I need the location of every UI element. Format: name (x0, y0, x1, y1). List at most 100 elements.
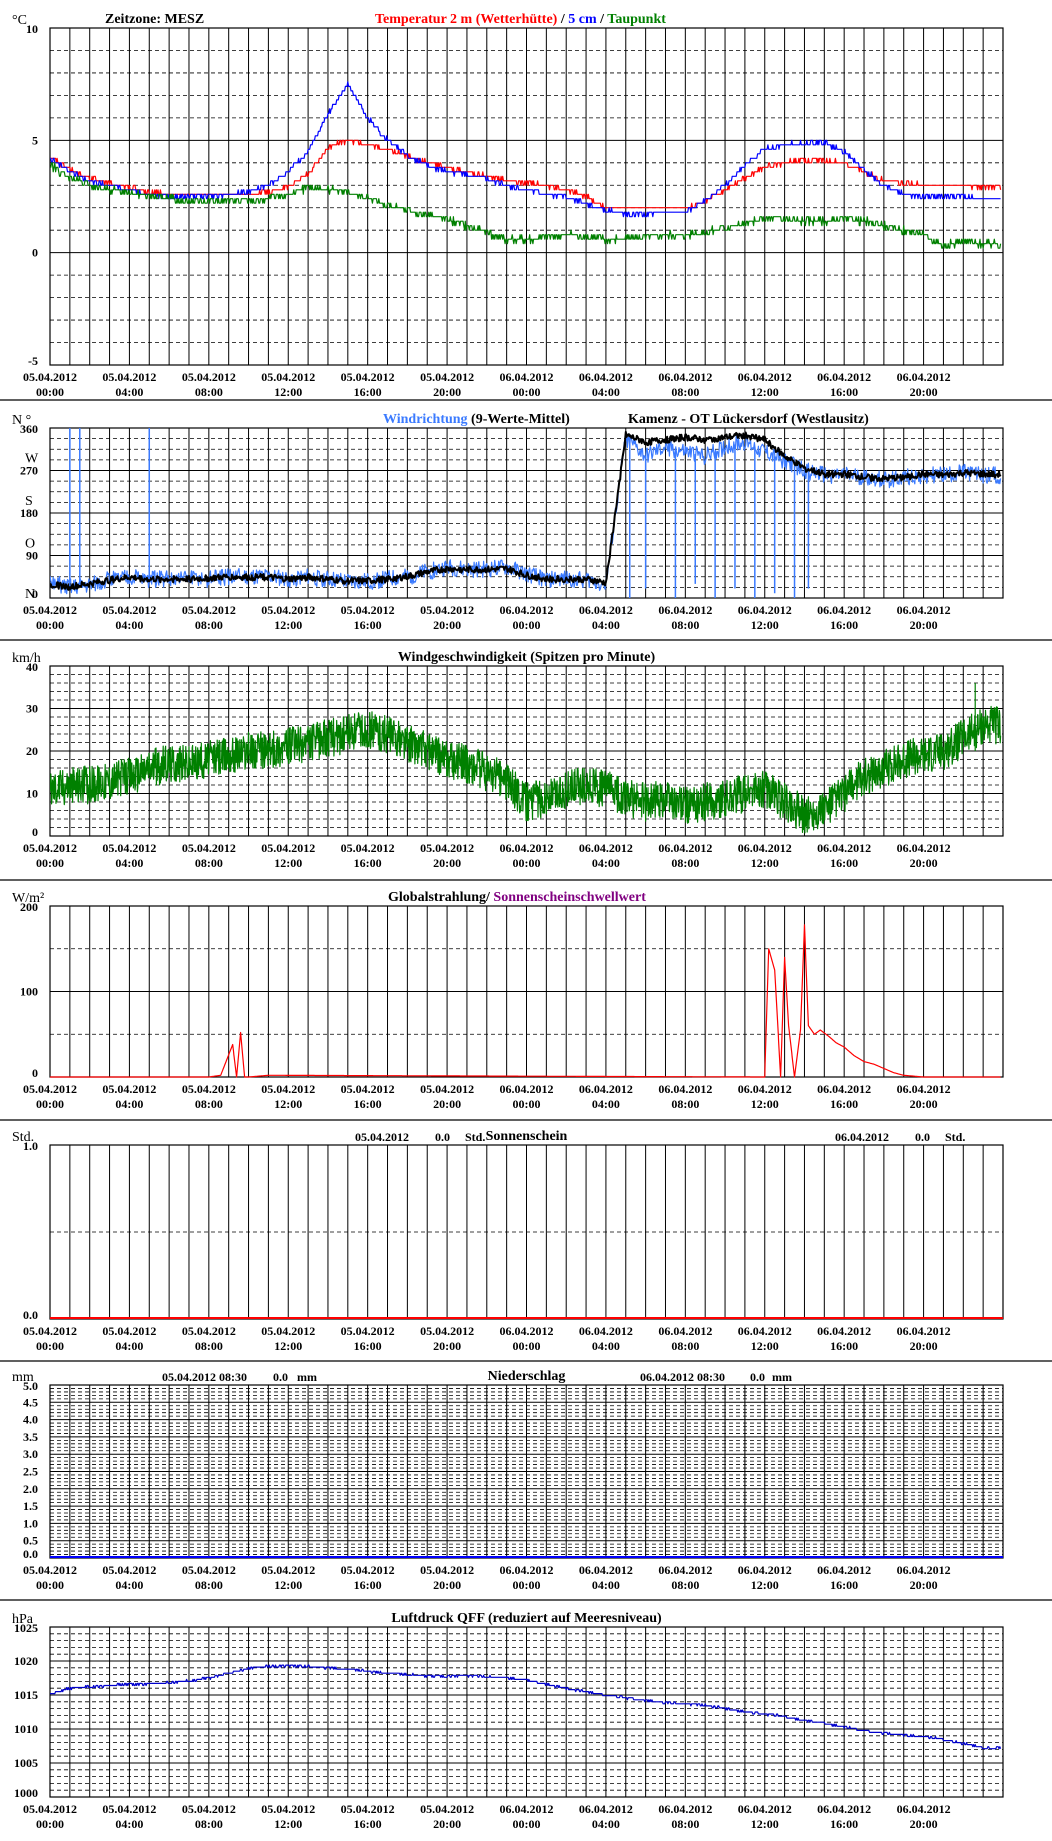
x-tick-time: 16:00 (354, 1339, 382, 1353)
x-tick-date: 05.04.2012 (261, 370, 315, 384)
y-tick-label: 4.0 (23, 1413, 38, 1427)
x-tick-date: 05.04.2012 (23, 1802, 77, 1816)
x-tick-time: 16:00 (354, 618, 382, 632)
x-tick-time: 12:00 (274, 856, 302, 870)
x-tick-time: 04:00 (592, 1817, 620, 1831)
y-tick-label: 0 (32, 246, 38, 260)
x-tick-time: 16:00 (830, 1339, 858, 1353)
y-tick-label: 5 (32, 133, 38, 147)
summary-value: 0.0 (435, 1130, 450, 1144)
x-tick-time: 08:00 (671, 1097, 699, 1111)
axis-unit-label: hPa (12, 1612, 34, 1627)
chart-title: Niederschlag (488, 1369, 566, 1384)
x-tick-date: 05.04.2012 (261, 1324, 315, 1338)
x-tick-time: 16:00 (830, 385, 858, 399)
x-tick-date: 06.04.2012 (738, 370, 792, 384)
x-tick-time: 00:00 (36, 618, 64, 632)
chart-title: Luftdruck QFF (reduziert auf Meeresnivea… (391, 1611, 662, 1626)
x-tick-time: 12:00 (751, 1817, 779, 1831)
y-tick-label: 100 (20, 985, 38, 999)
x-tick-date: 06.04.2012 (817, 370, 871, 384)
x-tick-date: 05.04.2012 (261, 1802, 315, 1816)
x-tick-time: 20:00 (433, 1817, 461, 1831)
series-line-0 (50, 1664, 1002, 1750)
x-tick-date: 06.04.2012 (738, 1802, 792, 1816)
x-tick-time: 12:00 (274, 618, 302, 632)
x-tick-time: 08:00 (671, 618, 699, 632)
x-tick-time: 00:00 (513, 856, 541, 870)
x-tick-date: 05.04.2012 (182, 1802, 236, 1816)
x-tick-date: 06.04.2012 (579, 1802, 633, 1816)
y-tick-label: -5 (28, 354, 38, 368)
axis-unit-label: mm (12, 1370, 34, 1385)
x-tick-time: 16:00 (830, 1817, 858, 1831)
x-tick-time: 20:00 (910, 1339, 938, 1353)
y-tick-label: 20 (26, 744, 38, 758)
y-tick-label: 1025 (14, 1621, 38, 1635)
x-tick-date: 05.04.2012 (341, 1563, 395, 1577)
chart-title: Globalstrahlung/ Sonnenscheinschwellwert (388, 890, 646, 905)
title-part: Windrichtung (383, 412, 468, 427)
x-tick-date: 05.04.2012 (182, 1082, 236, 1096)
summary-date: 05.04.2012 08:30 (162, 1370, 247, 1384)
x-tick-date: 05.04.2012 (23, 370, 77, 384)
x-tick-time: 04:00 (592, 1097, 620, 1111)
x-tick-date: 06.04.2012 (500, 1563, 554, 1577)
x-tick-time: 08:00 (671, 1578, 699, 1592)
series-group (50, 1664, 1002, 1750)
x-tick-time: 20:00 (433, 856, 461, 870)
x-tick-date: 06.04.2012 (897, 1082, 951, 1096)
x-tick-time: 00:00 (513, 1339, 541, 1353)
x-tick-date: 06.04.2012 (738, 1563, 792, 1577)
y-tick-label: 4.5 (23, 1395, 38, 1409)
x-tick-time: 20:00 (910, 1097, 938, 1111)
summary-unit: mm (772, 1370, 792, 1384)
x-tick-date: 05.04.2012 (261, 603, 315, 617)
x-tick-date: 05.04.2012 (420, 841, 474, 855)
x-tick-time: 04:00 (115, 856, 143, 870)
x-tick-time: 12:00 (751, 856, 779, 870)
chart-title: Sonnenschein (486, 1129, 568, 1144)
x-tick-time: 08:00 (195, 618, 223, 632)
x-tick-time: 12:00 (274, 1097, 302, 1111)
x-tick-time: 20:00 (910, 1817, 938, 1831)
series-line-0 (50, 139, 1002, 209)
chart-title: Windrichtung (9-Werte-Mittel) (383, 412, 570, 427)
x-tick-date: 06.04.2012 (658, 603, 712, 617)
x-tick-date: 06.04.2012 (897, 1324, 951, 1338)
title-part: / (597, 12, 608, 27)
y-tick-label: 200 (20, 900, 38, 914)
x-tick-time: 08:00 (195, 385, 223, 399)
x-tick-date: 06.04.2012 (738, 841, 792, 855)
summary-value: 0.0 (915, 1130, 930, 1144)
x-tick-date: 05.04.2012 (102, 603, 156, 617)
series-line-2 (50, 162, 1002, 249)
x-tick-date: 06.04.2012 (579, 841, 633, 855)
x-tick-date: 06.04.2012 (897, 603, 951, 617)
panel-sunshine: 0.01.0Std.05.04.201200:0005.04.201204:00… (12, 1129, 1004, 1353)
x-tick-time: 20:00 (910, 1578, 938, 1592)
x-tick-date: 05.04.2012 (341, 370, 395, 384)
title-part: (9-Werte-Mittel) (468, 412, 571, 427)
y-tick-label: 3.5 (23, 1430, 38, 1444)
x-tick-time: 00:00 (36, 385, 64, 399)
x-tick-date: 06.04.2012 (658, 1563, 712, 1577)
x-tick-time: 12:00 (274, 385, 302, 399)
plot-frame (49, 1626, 1004, 1798)
x-tick-date: 05.04.2012 (102, 1082, 156, 1096)
summary-value: 0.0 (273, 1370, 288, 1384)
x-tick-date: 05.04.2012 (420, 1563, 474, 1577)
x-tick-time: 00:00 (513, 1817, 541, 1831)
panel-global_radiation: 0100200W/m²05.04.201200:0005.04.201204:0… (12, 890, 1004, 1111)
x-tick-time: 16:00 (354, 1578, 382, 1592)
y-tick-label: 1010 (14, 1722, 38, 1736)
y-tick-label: 1.0 (23, 1139, 38, 1153)
x-tick-date: 05.04.2012 (23, 841, 77, 855)
series-line-0 (50, 705, 1002, 834)
x-tick-date: 05.04.2012 (182, 370, 236, 384)
panel-wind_speed: 010203040km/h05.04.201200:0005.04.201204… (12, 650, 1004, 870)
x-tick-time: 00:00 (513, 618, 541, 632)
x-tick-date: 06.04.2012 (658, 841, 712, 855)
x-tick-time: 08:00 (671, 1339, 699, 1353)
